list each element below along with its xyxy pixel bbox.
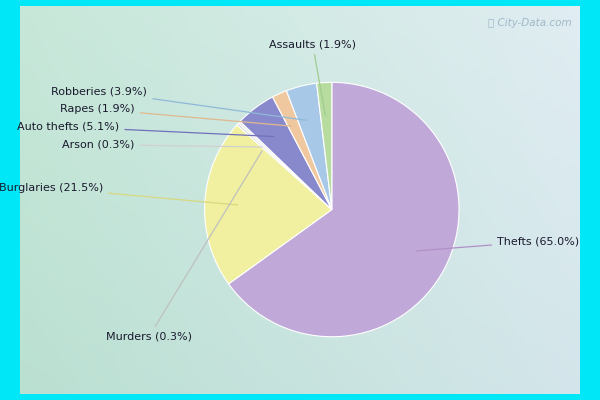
Text: Thefts (65.0%): Thefts (65.0%) [416,236,580,251]
Wedge shape [240,97,332,210]
Text: Arson (0.3%): Arson (0.3%) [62,140,262,150]
Wedge shape [317,82,332,210]
Wedge shape [229,82,459,337]
Text: Assaults (1.9%): Assaults (1.9%) [269,39,356,116]
Wedge shape [237,123,332,210]
Text: Robberies (3.9%): Robberies (3.9%) [52,86,307,120]
Text: Auto thefts (5.1%): Auto thefts (5.1%) [17,122,274,136]
Wedge shape [238,121,332,210]
Wedge shape [272,91,332,210]
Text: ⓘ City-Data.com: ⓘ City-Data.com [488,18,571,28]
Text: Rapes (1.9%): Rapes (1.9%) [60,104,291,126]
Text: Murders (0.3%): Murders (0.3%) [106,151,262,342]
Wedge shape [286,83,332,210]
Wedge shape [205,125,332,284]
Text: Burglaries (21.5%): Burglaries (21.5%) [0,183,238,205]
